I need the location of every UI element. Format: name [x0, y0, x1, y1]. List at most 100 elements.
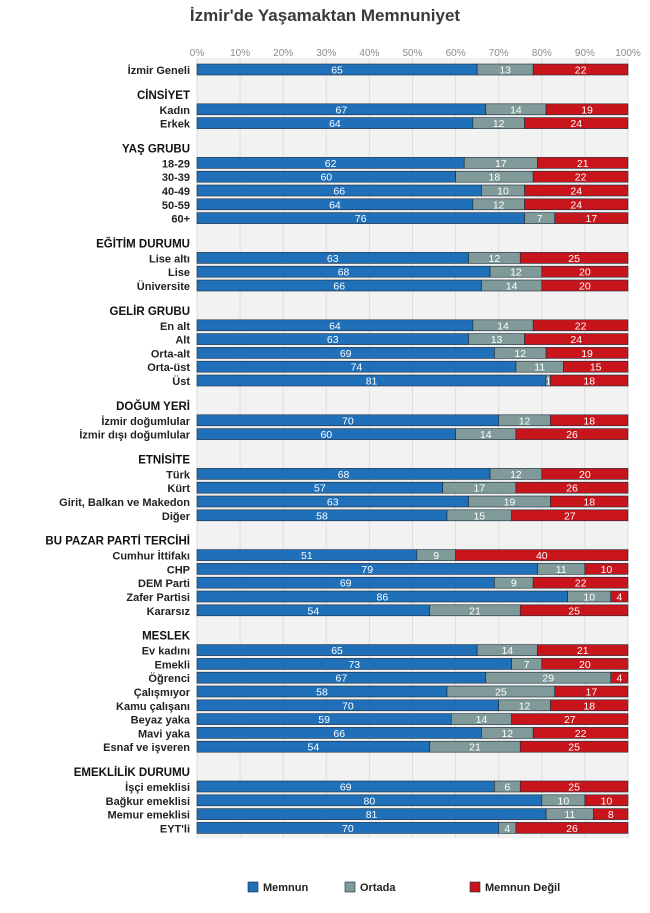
data-label: 40: [536, 550, 548, 562]
data-label: 25: [568, 253, 580, 265]
category-label: Lise: [168, 267, 190, 279]
bar-segment-memnun-degil: [532, 727, 629, 739]
data-label: 25: [568, 742, 580, 754]
category-label: Girit, Balkan ve Makedon: [59, 497, 190, 509]
bar-segment-memnun-degil: [541, 468, 629, 480]
bar-segment-memnun-degil: [550, 699, 629, 712]
x-tick-label: 20%: [273, 48, 293, 59]
data-label: 57: [314, 483, 326, 495]
category-label: 30-39: [162, 172, 190, 184]
data-label: 12: [510, 469, 522, 481]
x-tick-label: 30%: [316, 48, 336, 59]
category-label: Memur emeklisi: [107, 810, 190, 822]
bar-segment-memnun-degil: [524, 117, 629, 129]
data-label: 19: [581, 348, 593, 360]
x-tick-label: 80%: [532, 48, 552, 59]
data-label: 18: [583, 700, 595, 712]
data-label: 14: [476, 714, 488, 726]
category-label: Kadın: [159, 105, 190, 117]
data-label: 4: [616, 592, 622, 604]
data-label: 67: [336, 104, 348, 116]
category-label: Çalışmıyor: [134, 687, 191, 699]
data-label: 22: [575, 65, 587, 77]
x-tick-label: 60%: [446, 48, 466, 59]
data-label: 24: [570, 199, 582, 211]
data-label: 12: [519, 415, 531, 427]
data-label: 58: [316, 510, 328, 522]
data-label: 25: [568, 782, 580, 794]
data-label: 62: [325, 158, 337, 170]
data-label: 20: [579, 267, 591, 279]
category-label: Türk: [166, 469, 191, 481]
data-label: 1: [545, 376, 551, 388]
category-label: Üniversite: [137, 280, 190, 293]
data-label: 66: [333, 186, 345, 198]
category-label: DEM Parti: [138, 578, 190, 590]
data-label: 11: [564, 809, 575, 821]
bar-segment-memnun-degil: [515, 481, 629, 494]
bar-segment-memnun-degil: [545, 103, 629, 116]
data-label: 64: [329, 199, 341, 211]
data-label: 6: [504, 782, 510, 794]
x-tick-label: 10%: [230, 48, 250, 59]
category-label: Lise altı: [149, 253, 190, 265]
data-label: 59: [318, 714, 330, 726]
category-label: Emekli: [155, 659, 190, 671]
category-label: İşçi emeklisi: [125, 781, 190, 794]
category-label: EYT'li: [160, 823, 190, 835]
data-label: 7: [524, 659, 530, 671]
x-tick-label: 50%: [402, 48, 422, 59]
category-label: CHP: [167, 564, 190, 576]
data-label: 22: [575, 578, 587, 590]
data-label: 12: [493, 199, 505, 211]
data-label: 15: [590, 362, 602, 374]
data-label: 63: [327, 334, 339, 346]
bar-segment-memnun-degil: [554, 212, 629, 224]
x-tick-label: 90%: [575, 48, 595, 59]
data-label: 9: [433, 550, 439, 562]
bar-segment-memnun-degil: [532, 319, 629, 332]
data-label: 19: [581, 104, 593, 116]
bar-segment-memnun-degil: [519, 740, 629, 753]
category-label: Ev kadını: [142, 646, 190, 658]
data-label: 10: [583, 592, 595, 604]
category-label: 50-59: [162, 200, 190, 212]
data-label: 79: [361, 564, 373, 576]
data-label: 11: [534, 362, 545, 374]
bar-segment-memnun-degil: [519, 252, 629, 264]
data-label: 20: [579, 281, 591, 293]
data-label: 20: [579, 469, 591, 481]
data-label: 20: [579, 659, 591, 671]
legend-label: Ortada: [360, 882, 396, 894]
category-label: 18-29: [162, 158, 190, 170]
bar-segment-memnun-degil: [550, 374, 629, 387]
group-label: EMEKLİLİK DURUMU: [74, 766, 190, 779]
data-label: 21: [469, 742, 481, 754]
data-label: 81: [366, 809, 378, 821]
data-label: 68: [338, 267, 350, 279]
data-label: 14: [501, 645, 513, 657]
data-label: 18: [583, 497, 595, 509]
data-label: 19: [504, 497, 516, 509]
data-label: 11: [556, 564, 567, 576]
data-label: 15: [473, 510, 485, 522]
bar-segment-memnun-degil: [532, 63, 629, 76]
data-label: 81: [366, 376, 378, 388]
group-label: BU PAZAR PARTİ TERCİHİ: [45, 535, 190, 548]
data-label: 27: [564, 714, 576, 726]
data-label: 12: [501, 728, 513, 740]
category-label: 60+: [171, 214, 190, 226]
category-label: Zafer Partisi: [126, 592, 190, 604]
data-label: 4: [616, 673, 622, 685]
group-label: MESLEK: [142, 631, 191, 643]
data-label: 86: [376, 592, 388, 604]
data-label: 17: [586, 687, 598, 699]
data-label: 22: [575, 320, 587, 332]
data-label: 70: [342, 700, 354, 712]
data-label: 8: [608, 809, 614, 821]
data-label: 63: [327, 253, 339, 265]
data-label: 4: [504, 823, 510, 835]
category-label: Erkek: [160, 119, 191, 131]
bar-segment-memnun-degil: [545, 347, 629, 359]
